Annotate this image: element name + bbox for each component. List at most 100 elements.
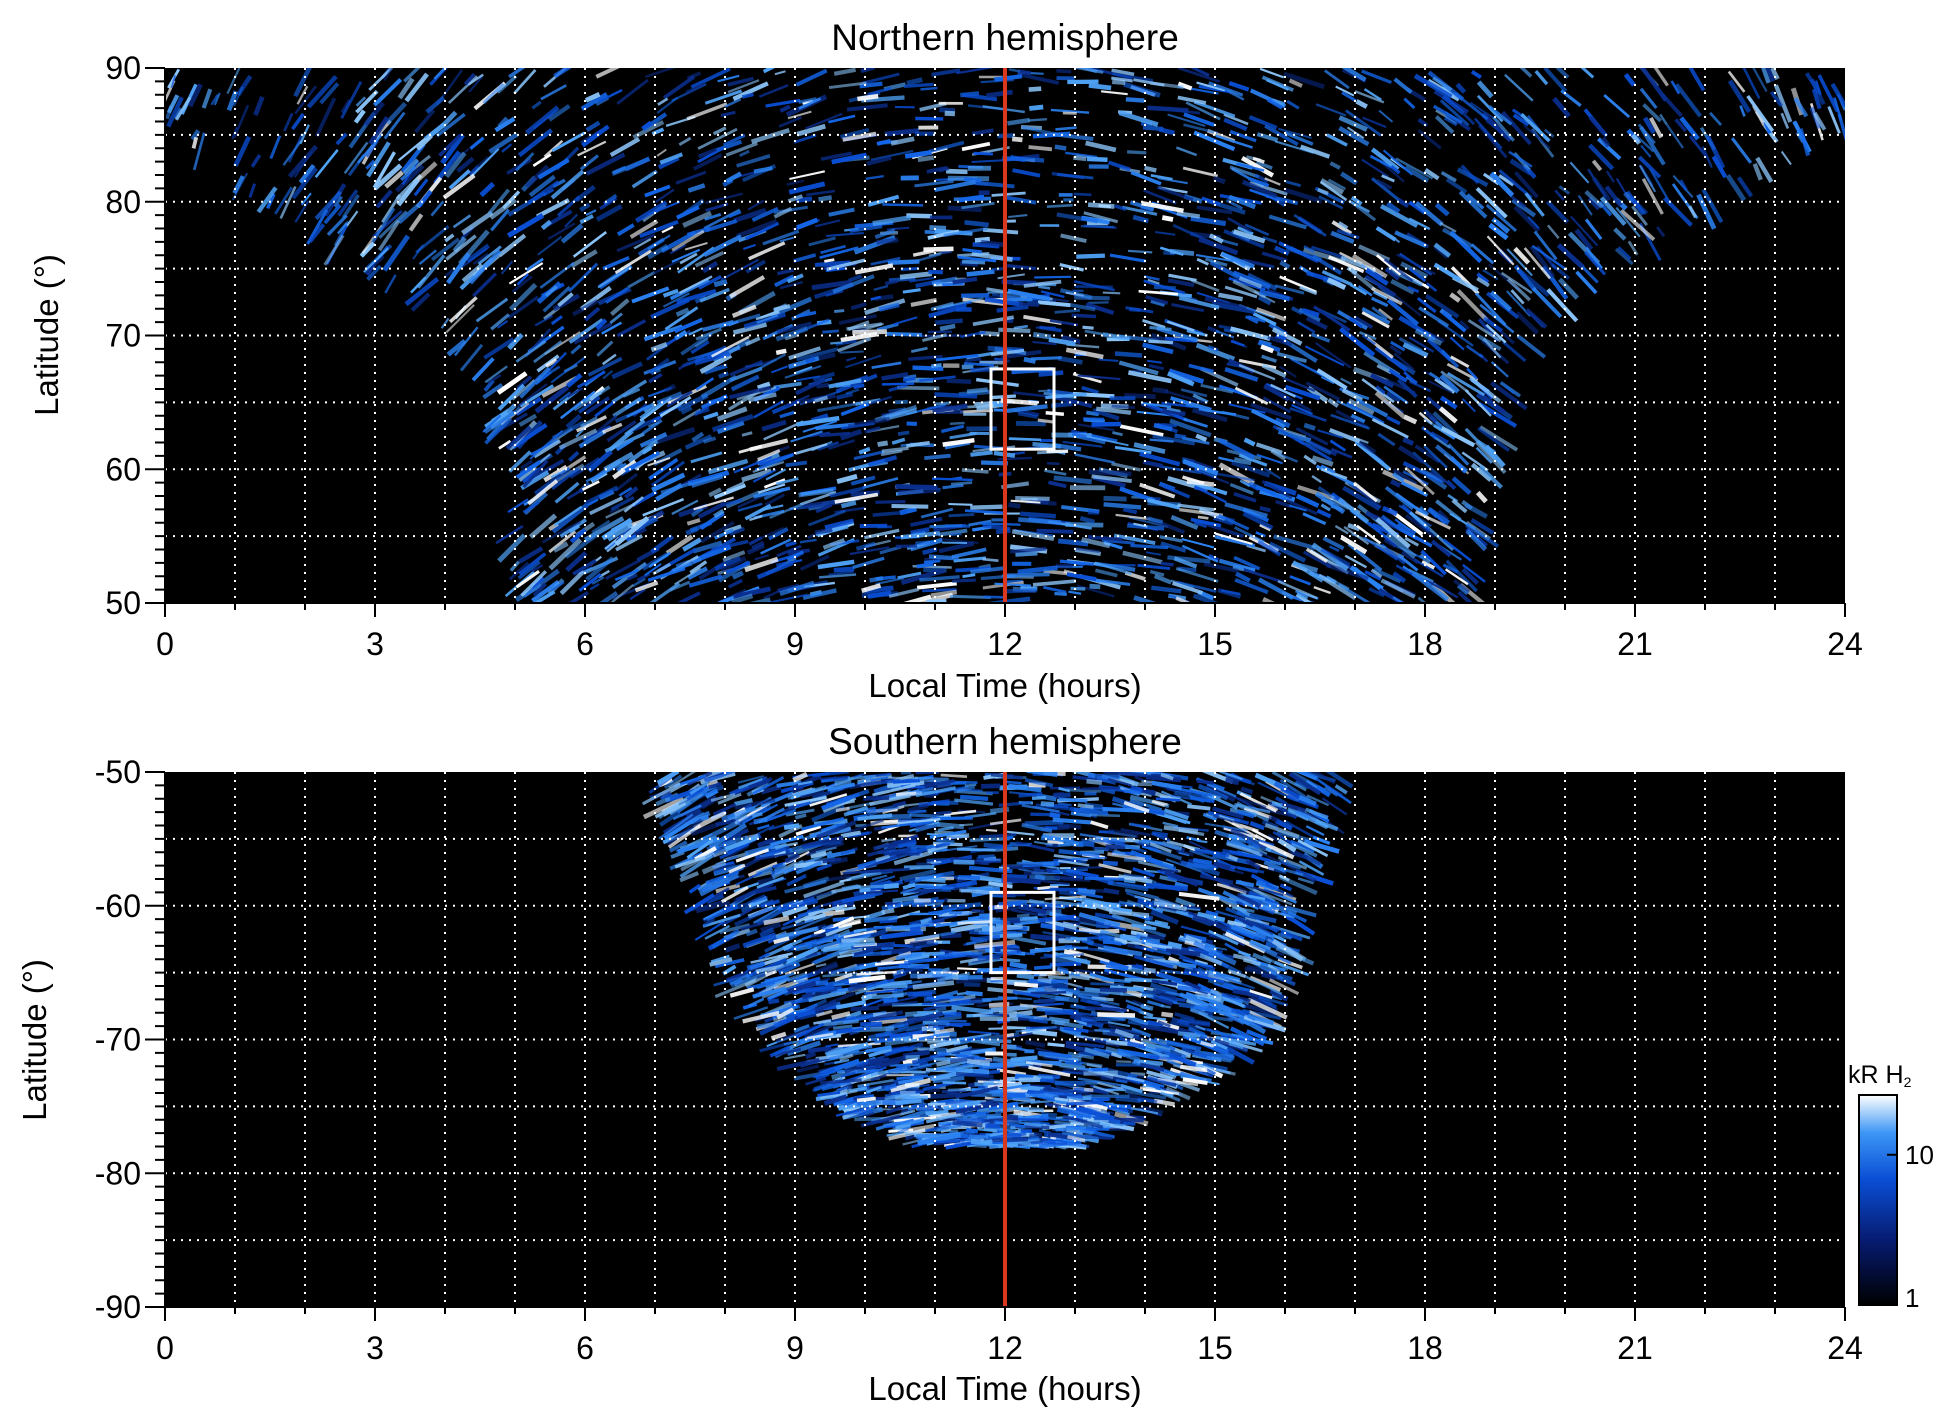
emission-streak <box>1009 919 1021 924</box>
emission-streak <box>1010 1055 1038 1063</box>
emission-streak <box>1234 571 1251 583</box>
emission-streak <box>573 385 611 412</box>
emission-streak <box>795 377 826 396</box>
emission-streak <box>1337 497 1370 524</box>
emission-streak <box>1043 585 1067 594</box>
emission-streak <box>651 472 686 493</box>
emission-streak <box>684 434 713 450</box>
emission-streak <box>974 236 991 243</box>
emission-streak <box>813 939 841 951</box>
emission-streak <box>744 221 780 241</box>
emission-streak <box>1195 342 1236 362</box>
emission-streak <box>869 576 884 583</box>
emission-streak <box>850 1005 880 1012</box>
emission-streak <box>1435 444 1469 473</box>
emission-streak <box>866 1068 883 1073</box>
emission-streak <box>625 534 637 542</box>
emission-streak <box>829 486 865 498</box>
emission-streak <box>910 939 935 947</box>
emission-streak <box>1298 860 1325 876</box>
emission-streak <box>1400 480 1429 498</box>
emission-streak <box>801 499 842 510</box>
emission-streak <box>690 898 727 912</box>
emission-streak <box>1478 464 1503 489</box>
emission-streak <box>747 199 765 211</box>
emission-streak <box>886 226 910 231</box>
emission-streak <box>1414 328 1443 346</box>
emission-streak <box>1523 247 1552 280</box>
emission-streak <box>532 582 547 597</box>
emission-streak <box>1087 202 1115 209</box>
emission-streak <box>1201 520 1244 539</box>
emission-streak <box>1297 877 1315 885</box>
emission-streak <box>1446 372 1486 397</box>
emission-streak <box>1097 1012 1136 1018</box>
emission-streak <box>824 258 835 263</box>
emission-streak <box>1243 437 1256 447</box>
emission-streak <box>1160 1004 1171 1009</box>
emission-streak <box>551 131 586 153</box>
emission-streak <box>1453 92 1489 121</box>
emission-streak <box>527 479 559 506</box>
emission-streak <box>1442 538 1472 562</box>
emission-streak <box>792 772 808 783</box>
emission-streak <box>902 376 916 382</box>
emission-streak <box>865 174 884 180</box>
emission-streak <box>840 847 858 856</box>
emission-streak <box>1275 499 1293 509</box>
emission-streak <box>808 989 847 1003</box>
emission-streak <box>857 93 879 102</box>
emission-streak <box>609 506 620 514</box>
emission-streak <box>1240 786 1254 795</box>
emission-streak <box>864 987 908 995</box>
emission-streak <box>1439 99 1470 127</box>
emission-streak <box>1081 385 1099 395</box>
emission-streak <box>754 848 793 861</box>
emission-streak <box>1030 1099 1061 1104</box>
emission-streak <box>1068 590 1082 595</box>
emission-streak <box>484 365 508 384</box>
emission-streak <box>1008 68 1020 73</box>
emission-streak <box>1014 1074 1034 1080</box>
emission-streak <box>606 420 637 443</box>
emission-streak <box>1187 804 1211 811</box>
emission-streak <box>908 354 943 361</box>
emission-streak <box>687 183 706 193</box>
emission-streak <box>1005 934 1047 946</box>
emission-streak <box>1055 126 1077 131</box>
emission-streak <box>1370 296 1389 308</box>
emission-streak <box>1186 861 1217 871</box>
emission-streak <box>656 96 679 114</box>
emission-streak <box>958 194 985 203</box>
emission-streak <box>912 980 955 990</box>
emission-streak <box>763 915 790 926</box>
emission-streak <box>834 309 845 313</box>
emission-streak <box>823 1094 848 1106</box>
emission-streak <box>1146 497 1181 510</box>
emission-streak <box>935 1006 947 1012</box>
emission-streak <box>1375 178 1393 190</box>
emission-streak <box>1475 490 1488 504</box>
emission-streak <box>508 450 532 473</box>
emission-streak <box>1290 306 1304 316</box>
emission-streak <box>522 568 560 598</box>
emission-streak <box>1245 858 1261 870</box>
emission-streak <box>314 190 343 221</box>
emission-streak <box>626 573 638 581</box>
emission-streak <box>1011 136 1023 143</box>
emission-streak <box>932 403 968 414</box>
emission-streak <box>1351 253 1388 279</box>
emission-streak <box>577 395 601 414</box>
emission-streak <box>1238 797 1267 809</box>
emission-streak <box>674 329 688 341</box>
emission-streak <box>928 967 950 976</box>
emission-streak <box>1109 253 1146 263</box>
emission-streak <box>892 895 919 904</box>
emission-streak <box>584 396 611 415</box>
emission-streak <box>1265 193 1299 206</box>
emission-streak <box>1370 568 1383 579</box>
emission-streak <box>1013 324 1028 330</box>
emission-streak <box>1140 401 1172 409</box>
emission-streak <box>494 116 516 133</box>
emission-streak <box>877 964 909 971</box>
